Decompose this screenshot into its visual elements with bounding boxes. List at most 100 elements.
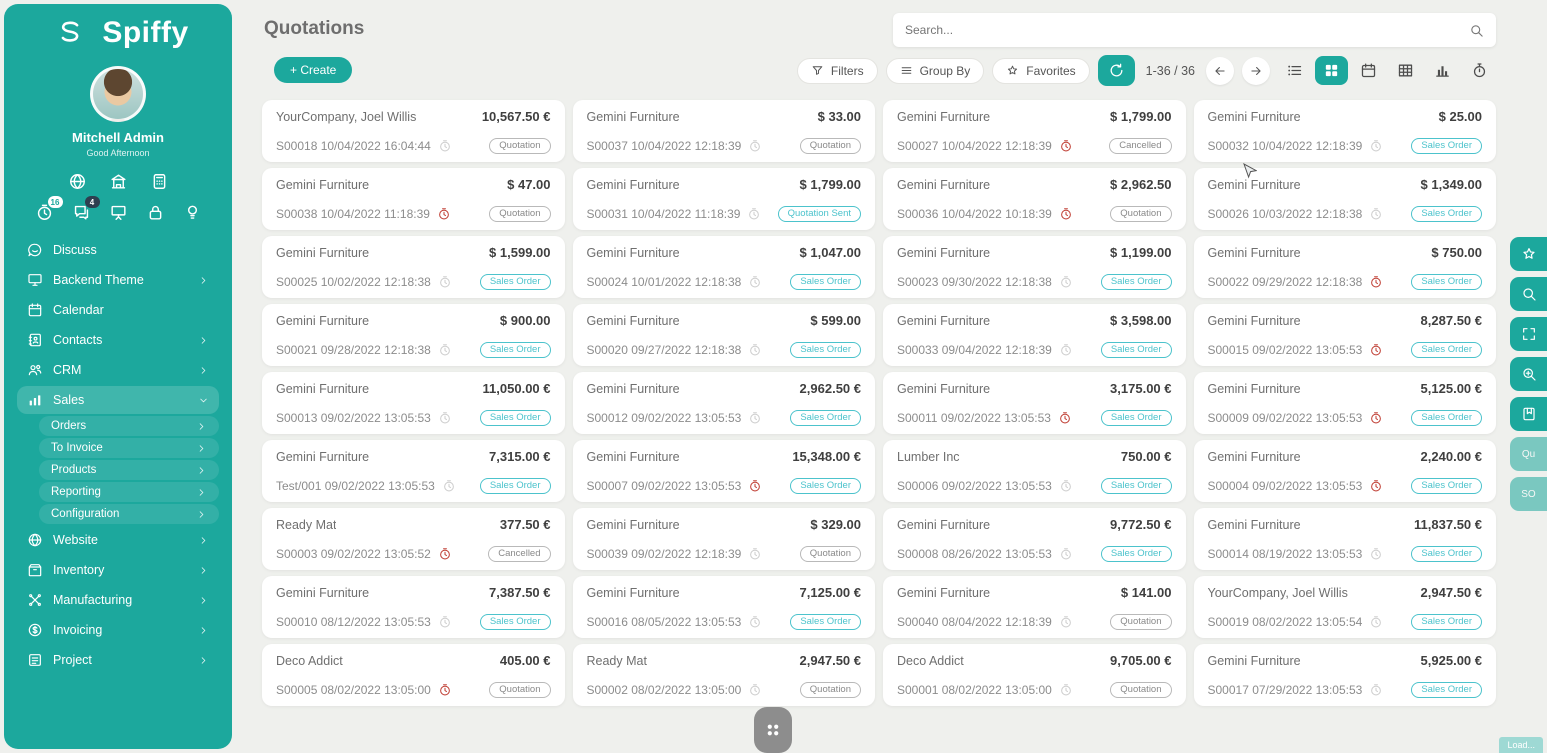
- sidebar-item-project[interactable]: Project: [17, 646, 219, 674]
- activity-clock-icon[interactable]: [1369, 207, 1383, 221]
- quotation-card-s00011[interactable]: Gemini Furniture 3,175.00 € S00011 09/02…: [883, 372, 1186, 434]
- sidebar-item-reporting[interactable]: Reporting: [39, 482, 219, 502]
- sidebar-item-sales[interactable]: Sales: [17, 386, 219, 414]
- quotation-card-test-001[interactable]: Gemini Furniture 7,315.00 € Test/001 09/…: [262, 440, 565, 502]
- zoom-in-rail-button[interactable]: [1510, 357, 1547, 391]
- calculator-icon[interactable]: [150, 172, 169, 191]
- activity-clock-icon[interactable]: [1369, 139, 1383, 153]
- quotation-card-s00021[interactable]: Gemini Furniture $ 900.00 S00021 09/28/2…: [262, 304, 565, 366]
- quotation-card-s00005[interactable]: Deco Addict 405.00 € S00005 08/02/2022 1…: [262, 644, 565, 706]
- quotation-card-s00031[interactable]: Gemini Furniture $ 1,799.00 S00031 10/04…: [572, 168, 875, 230]
- next-page-button[interactable]: [1242, 56, 1270, 85]
- calendar-view-button[interactable]: [1352, 56, 1385, 85]
- activity-clock-icon[interactable]: [438, 411, 452, 425]
- quotation-card-s00039[interactable]: Gemini Furniture $ 329.00 S00039 09/02/2…: [572, 508, 875, 570]
- kanban-view-button[interactable]: [1315, 56, 1348, 85]
- activity-clock-icon[interactable]: [748, 139, 762, 153]
- quotation-card-s00014[interactable]: Gemini Furniture 11,837.50 € S00014 08/1…: [1193, 508, 1496, 570]
- quotation-card-s00019[interactable]: YourCompany, Joel Willis 2,947.50 € S000…: [1193, 576, 1496, 638]
- activity-view-button[interactable]: [1463, 56, 1496, 85]
- pivot-view-button[interactable]: [1389, 56, 1422, 85]
- filters-button[interactable]: Filters: [796, 57, 878, 84]
- company-icon[interactable]: [109, 172, 128, 191]
- quotation-card-s00033[interactable]: Gemini Furniture $ 3,598.00 S00033 09/04…: [883, 304, 1186, 366]
- sidebar-item-manufacturing[interactable]: Manufacturing: [17, 586, 219, 614]
- activity-clock-icon[interactable]: [748, 683, 762, 697]
- messages-icon[interactable]: 4: [72, 196, 100, 222]
- sidebar-item-crm[interactable]: CRM: [17, 356, 219, 384]
- activity-clock-icon[interactable]: [1059, 479, 1073, 493]
- favorites-button[interactable]: Favorites: [992, 57, 1090, 84]
- prev-page-button[interactable]: [1206, 56, 1234, 85]
- quotation-card-s00016[interactable]: Gemini Furniture 7,125.00 € S00016 08/05…: [572, 576, 875, 638]
- quotation-card-s00025[interactable]: Gemini Furniture $ 1,599.00 S00025 10/02…: [262, 236, 565, 298]
- sidebar-item-calendar[interactable]: Calendar: [17, 296, 219, 324]
- sidebar-item-to-invoice[interactable]: To Invoice: [39, 438, 219, 458]
- activity-clock-icon[interactable]: [442, 479, 456, 493]
- search-input[interactable]: [893, 23, 1469, 37]
- group-by-button[interactable]: Group By: [885, 57, 985, 84]
- bookmark-rail-button[interactable]: [1510, 397, 1547, 431]
- quotation-card-s00040[interactable]: Gemini Furniture $ 141.00 S00040 08/04/2…: [883, 576, 1186, 638]
- apps-grid-button[interactable]: [754, 707, 792, 753]
- idea-icon[interactable]: [183, 203, 202, 222]
- quotation-card-s00024[interactable]: Gemini Furniture $ 1,047.00 S00024 10/01…: [572, 236, 875, 298]
- activity-clock-icon[interactable]: [1369, 275, 1383, 289]
- quotation-card-s00008[interactable]: Gemini Furniture 9,772.50 € S00008 08/26…: [883, 508, 1186, 570]
- activity-clock-icon[interactable]: [1369, 343, 1383, 357]
- activity-clock-icon[interactable]: [1059, 139, 1073, 153]
- lock-icon[interactable]: [146, 203, 165, 222]
- activity-clock-icon[interactable]: [438, 547, 452, 561]
- fullscreen-rail-button[interactable]: [1510, 317, 1547, 351]
- activity-clock-icon[interactable]: [1059, 683, 1073, 697]
- activity-clock-icon[interactable]: [748, 343, 762, 357]
- sidebar-item-discuss[interactable]: Discuss: [17, 236, 219, 264]
- avatar[interactable]: [90, 66, 146, 122]
- refresh-button[interactable]: [1097, 55, 1135, 86]
- sidebar-item-contacts[interactable]: Contacts: [17, 326, 219, 354]
- quotation-card-s00022[interactable]: Gemini Furniture $ 750.00 S00022 09/29/2…: [1193, 236, 1496, 298]
- quotation-card-s00002[interactable]: Ready Mat 2,947.50 € S00002 08/02/2022 1…: [572, 644, 875, 706]
- quotation-card-s00020[interactable]: Gemini Furniture $ 599.00 S00020 09/27/2…: [572, 304, 875, 366]
- activity-clock-icon[interactable]: [438, 615, 452, 629]
- presentation-icon[interactable]: [109, 203, 128, 222]
- sidebar-item-inventory[interactable]: Inventory: [17, 556, 219, 584]
- quotation-card-s00037[interactable]: Gemini Furniture $ 33.00 S00037 10/04/20…: [572, 100, 875, 162]
- quotation-card-s00010[interactable]: Gemini Furniture 7,387.50 € S00010 08/12…: [262, 576, 565, 638]
- rail-tab-quotations[interactable]: Qu: [1510, 437, 1547, 471]
- activity-clock-icon[interactable]: [1369, 411, 1383, 425]
- activity-clock-icon[interactable]: [748, 479, 762, 493]
- sidebar-item-orders[interactable]: Orders: [39, 416, 219, 436]
- activity-clock-icon[interactable]: [1369, 479, 1383, 493]
- activity-clock-icon[interactable]: [748, 547, 762, 561]
- activity-clock-icon[interactable]: [747, 207, 761, 221]
- quotation-card-s00023[interactable]: Gemini Furniture $ 1,199.00 S00023 09/30…: [883, 236, 1186, 298]
- activity-clock-icon[interactable]: [438, 275, 452, 289]
- quotation-card-s00017[interactable]: Gemini Furniture 5,925.00 € S00017 07/29…: [1193, 644, 1496, 706]
- quotation-card-s00009[interactable]: Gemini Furniture 5,125.00 € S00009 09/02…: [1193, 372, 1496, 434]
- quotation-card-s00012[interactable]: Gemini Furniture 2,962.50 € S00012 09/02…: [572, 372, 875, 434]
- activity-clock-icon[interactable]: [1059, 275, 1073, 289]
- rail-tab-sales-orders[interactable]: SO: [1510, 477, 1547, 511]
- quotation-card-s00013[interactable]: Gemini Furniture 11,050.00 € S00013 09/0…: [262, 372, 565, 434]
- quotation-card-s00026[interactable]: Gemini Furniture $ 1,349.00 S00026 10/03…: [1193, 168, 1496, 230]
- quotation-card-s00007[interactable]: Gemini Furniture 15,348.00 € S00007 09/0…: [572, 440, 875, 502]
- list-view-button[interactable]: [1278, 56, 1311, 85]
- activity-clock-icon[interactable]: [1058, 411, 1072, 425]
- activity-clock-icon[interactable]: [748, 275, 762, 289]
- quotation-card-s00004[interactable]: Gemini Furniture 2,240.00 € S00004 09/02…: [1193, 440, 1496, 502]
- activity-clock-icon[interactable]: [1059, 547, 1073, 561]
- activity-clock-icon[interactable]: [748, 615, 762, 629]
- quotation-card-s00018[interactable]: YourCompany, Joel Willis 10,567.50 € S00…: [262, 100, 565, 162]
- activity-clock-icon[interactable]: [1059, 207, 1073, 221]
- activity-clock-icon[interactable]: [1059, 615, 1073, 629]
- sidebar-item-configuration[interactable]: Configuration: [39, 504, 219, 524]
- sidebar-item-products[interactable]: Products: [39, 460, 219, 480]
- activity-clock-icon[interactable]: [438, 139, 452, 153]
- quotation-card-s00027[interactable]: Gemini Furniture $ 1,799.00 S00027 10/04…: [883, 100, 1186, 162]
- activity-clock-icon[interactable]: [438, 683, 452, 697]
- favorites-rail-button[interactable]: [1510, 237, 1547, 271]
- quotation-card-s00038[interactable]: Gemini Furniture $ 47.00 S00038 10/04/20…: [262, 168, 565, 230]
- search-rail-button[interactable]: [1510, 277, 1547, 311]
- quotation-card-s00001[interactable]: Deco Addict 9,705.00 € S00001 08/02/2022…: [883, 644, 1186, 706]
